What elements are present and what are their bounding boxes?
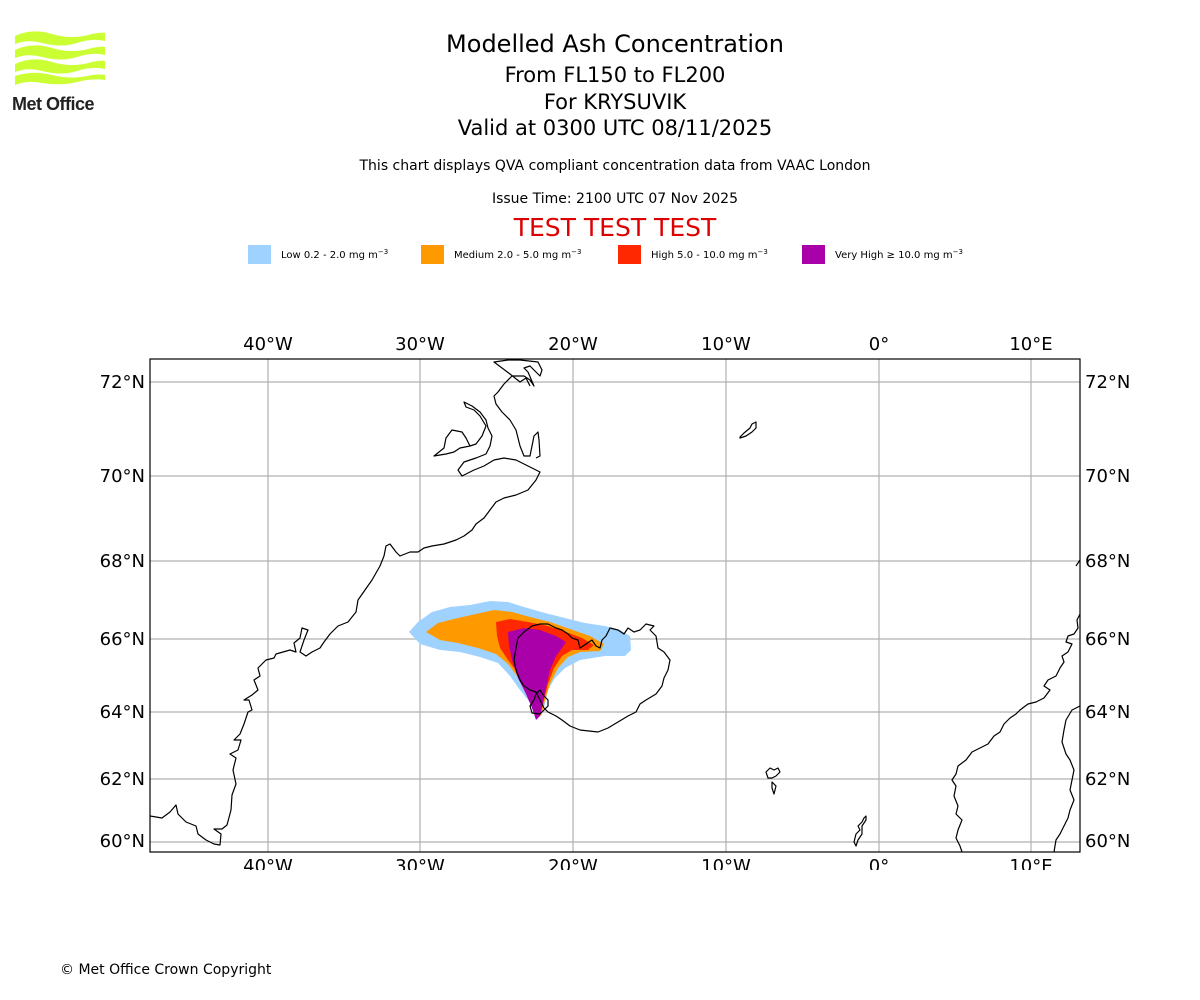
- met-office-logo: Met Office: [12, 28, 112, 114]
- lon-label-top: 20°W: [548, 334, 598, 355]
- lat-label-right: 62°N: [1085, 769, 1130, 790]
- legend-swatch-medium: [421, 244, 444, 264]
- lon-label-bottom: 30°W: [395, 856, 445, 870]
- coastlines: [150, 359, 1080, 852]
- lat-label-right: 72°N: [1085, 372, 1130, 393]
- ash-very-high-region: [508, 628, 566, 720]
- lat-labels-left: 72°N 70°N 68°N 66°N 64°N 62°N 60°N: [100, 372, 145, 852]
- lat-label-right: 66°N: [1085, 629, 1130, 650]
- legend-swatch-low: [248, 244, 271, 264]
- lat-label-left: 66°N: [100, 629, 145, 650]
- lon-label-top: 10°W: [701, 334, 751, 355]
- issue-time: Issue Time: 2100 UTC 07 Nov 2025: [491, 191, 739, 207]
- legend-item-high: High 5.0 - 10.0 mg m−3: [618, 244, 768, 264]
- coastline-faroe-islands: [765, 767, 781, 795]
- lon-label-bottom: 40°W: [243, 856, 293, 870]
- lon-label-top: 30°W: [395, 334, 445, 355]
- map-frame: [149, 358, 1081, 853]
- lat-label-left: 70°N: [100, 466, 145, 487]
- legend-swatch-very-high: [802, 244, 825, 264]
- legend-exp-low: −3: [377, 247, 389, 256]
- legend-item-very-high: Very High ≥ 10.0 mg m−3: [802, 244, 963, 264]
- coastline-iceland: [513, 623, 671, 733]
- flight-levels: From FL150 to FL200: [504, 63, 726, 87]
- chart-title: Modelled Ash Concentration: [446, 30, 784, 58]
- lon-label-bottom: 10°W: [701, 856, 751, 870]
- lon-label-bottom: 0°: [869, 856, 889, 870]
- copyright-notice: © Met Office Crown Copyright: [60, 962, 272, 978]
- volcano-name: For KRYSUVIK: [543, 90, 687, 114]
- map-background: [150, 359, 1080, 852]
- coastline-greenland-fjord: [493, 359, 543, 459]
- lat-label-right: 70°N: [1085, 466, 1130, 487]
- qva-note: This chart displays QVA compliant concen…: [359, 158, 871, 174]
- legend-item-medium: Medium 2.0 - 5.0 mg m−3: [421, 244, 581, 264]
- lat-label-right: 68°N: [1085, 551, 1130, 572]
- legend-label-low: Low 0.2 - 2.0 mg m: [281, 249, 378, 261]
- legend-label-medium: Medium 2.0 - 5.0 mg m: [454, 249, 572, 261]
- lat-label-left: 60°N: [100, 831, 145, 852]
- lon-labels-top: 40°W 30°W 20°W 10°W 0° 10°E: [243, 334, 1052, 355]
- coastline-norway: [951, 559, 1080, 852]
- test-banner: TEST TEST TEST: [513, 213, 717, 242]
- lat-label-left: 62°N: [100, 769, 145, 790]
- lat-labels-right: 72°N 70°N 68°N 66°N 64°N 62°N 60°N: [1085, 372, 1130, 852]
- coastline-jan-mayen: [739, 421, 757, 439]
- lat-label-left: 72°N: [100, 372, 145, 393]
- lon-label-top: 0°: [869, 334, 889, 355]
- lon-label-top: 10°E: [1009, 334, 1052, 355]
- legend-item-low: Low 0.2 - 2.0 mg m−3: [248, 244, 388, 264]
- coastline-shetland: [853, 815, 867, 847]
- legend-swatch-high: [618, 244, 641, 264]
- valid-time: Valid at 0300 UTC 08/11/2025: [457, 116, 773, 140]
- legend-exp-high: −3: [757, 247, 768, 256]
- lat-label-left: 64°N: [100, 702, 145, 723]
- legend-exp-medium: −3: [571, 247, 582, 256]
- graticule: [150, 359, 1080, 852]
- coastline-greenland-east: [150, 401, 541, 846]
- met-office-waves-icon: [15, 31, 105, 85]
- lon-label-top: 40°W: [243, 334, 293, 355]
- lat-label-right: 64°N: [1085, 702, 1130, 723]
- ash-map: 40°W 30°W 20°W 10°W 0° 10°E 40°W 30°W 20…: [100, 334, 1131, 870]
- legend-exp-very-high: −3: [952, 247, 963, 256]
- lon-label-bottom: 20°W: [548, 856, 598, 870]
- lat-label-left: 68°N: [100, 551, 145, 572]
- lon-label-bottom: 10°E: [1009, 856, 1052, 870]
- legend-label-very-high: Very High ≥ 10.0 mg m: [835, 249, 953, 261]
- legend-label-high: High 5.0 - 10.0 mg m: [651, 249, 758, 261]
- met-office-logo-text: Met Office: [12, 94, 95, 114]
- lon-labels-bottom: 40°W 30°W 20°W 10°W 0° 10°E: [243, 856, 1052, 870]
- lat-label-right: 60°N: [1085, 831, 1130, 852]
